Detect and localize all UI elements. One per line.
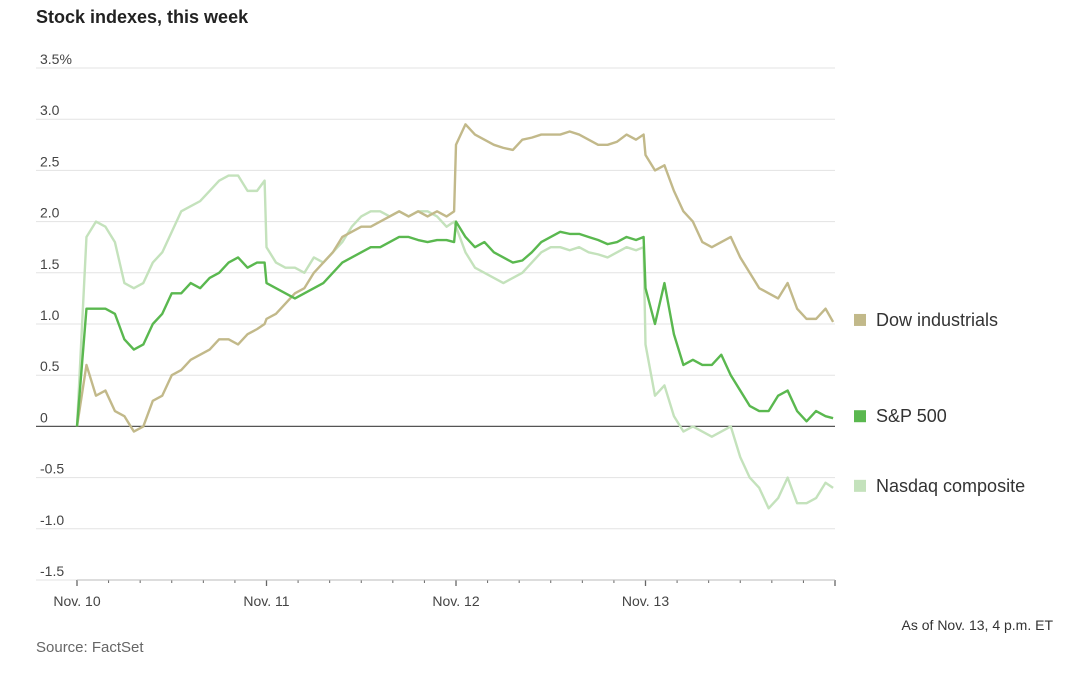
- x-tick-label: Nov. 10: [53, 593, 100, 609]
- y-tick-label: 1.0: [40, 307, 60, 323]
- legend-label: S&P 500: [876, 406, 947, 426]
- legend-label: Dow industrials: [876, 310, 998, 330]
- timestamp-note: As of Nov. 13, 4 p.m. ET: [901, 617, 1053, 633]
- x-tick-label: Nov. 12: [432, 593, 479, 609]
- gridlines: [36, 67, 835, 581]
- y-axis-ticks: 3.5% 3.0 2.5 2.0 1.5 1.0 0.5 0 -0.5 -1.0 -1.5: [40, 51, 72, 579]
- y-tick-label: 1.5: [40, 256, 60, 272]
- x-tick-label: Nov. 13: [622, 593, 669, 609]
- x-axis: Nov. 10 Nov. 11 Nov. 12 Nov. 13: [53, 579, 836, 609]
- y-tick-label: -0.5: [40, 461, 64, 477]
- y-tick-label: -1.5: [40, 563, 64, 579]
- y-tick-label: 3.0: [40, 102, 60, 118]
- legend-item: Nasdaq composite: [854, 476, 1025, 496]
- legend-swatch: [854, 410, 866, 423]
- y-tick-label: 3.5%: [40, 51, 72, 67]
- series-line-s-p-500: [75, 220, 834, 427]
- legend-label: Nasdaq composite: [876, 476, 1025, 496]
- legend: Dow industrials S&P 500 Nasdaq composite: [854, 310, 1025, 496]
- series-line-dow-industrials: [75, 123, 835, 433]
- legend-swatch: [854, 313, 866, 326]
- y-tick-label: 2.0: [40, 205, 60, 221]
- y-tick-label: 0.5: [40, 358, 60, 374]
- legend-swatch: [854, 479, 866, 492]
- chart-title: Stock indexes, this week: [36, 7, 249, 27]
- y-tick-label: 0: [40, 409, 48, 425]
- series-lines: [75, 123, 835, 510]
- legend-item: Dow industrials: [854, 310, 998, 330]
- x-tick-label: Nov. 11: [243, 593, 289, 609]
- legend-item: S&P 500: [854, 406, 947, 426]
- source-note: Source: FactSet: [36, 639, 144, 656]
- y-tick-label: 2.5: [40, 153, 60, 169]
- y-tick-label: -1.0: [40, 512, 64, 528]
